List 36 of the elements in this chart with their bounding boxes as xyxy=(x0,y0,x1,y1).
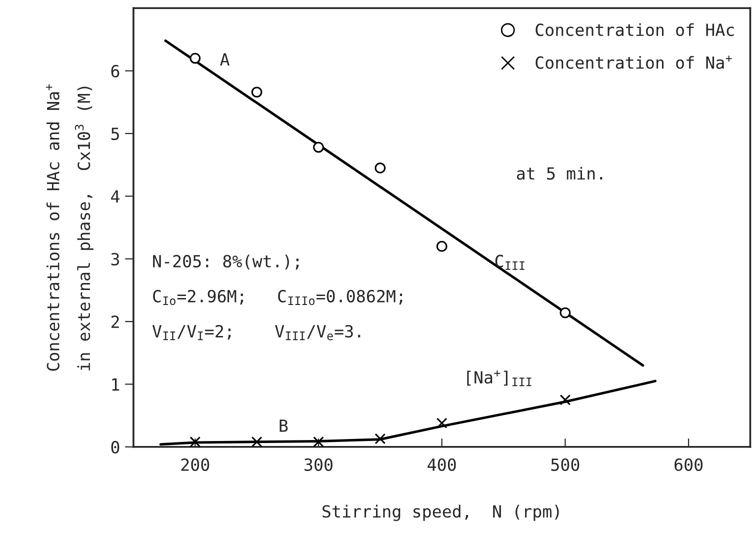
point xyxy=(436,418,448,428)
y-tick-label: 6 xyxy=(111,64,120,78)
x-axis-title: Stirring speed, N (rpm) xyxy=(322,504,559,522)
x-tick-label: 400 xyxy=(428,458,456,471)
y-tick-label: 5 xyxy=(111,128,119,140)
point xyxy=(560,307,571,318)
x-tick-label: 500 xyxy=(551,458,580,471)
point xyxy=(190,436,201,447)
x-tick-label: 200 xyxy=(181,458,210,471)
annotation: C$_{Io}$=2.96M; C$_{IIIo}$=0.0862M; xyxy=(153,290,402,306)
x-tick-label: 300 xyxy=(304,458,332,471)
point xyxy=(251,436,262,447)
annotation: at 5 min. xyxy=(516,166,602,180)
point xyxy=(251,86,262,98)
point xyxy=(313,142,324,153)
text: V$_{II}$/V$_{I}$=2; V$_{III}$/V$_{e}$=3. xyxy=(152,324,360,340)
point xyxy=(374,433,386,444)
y-tick-label: 4 xyxy=(111,190,120,203)
point xyxy=(313,436,324,447)
point xyxy=(374,162,386,174)
text: Concentrations of HAc and Na$^{+}$ in external phase, Cx10$^{3}$ (M) xyxy=(46,84,94,371)
point xyxy=(560,394,571,406)
y-tick-label: 0 xyxy=(111,440,120,454)
x-tick-label: 600 xyxy=(674,458,703,471)
annotation: B xyxy=(280,420,288,432)
y-tick-label: 2 xyxy=(111,316,119,328)
annotation: C$_{III}$ xyxy=(495,254,524,270)
legend-label: Concentration of Na$^{+}$ xyxy=(536,56,732,69)
annotation: [Na$^{+}$]$_{III}$ xyxy=(467,370,532,386)
annotation: A xyxy=(220,53,230,66)
y-tick-label: 1 xyxy=(112,378,120,391)
legend-label: Concentration of HAc xyxy=(536,23,734,36)
point xyxy=(190,52,201,64)
annotation: N-205: 8%(wt.); xyxy=(153,254,299,270)
point xyxy=(436,240,448,252)
y-tick-label: 3 xyxy=(111,252,120,266)
